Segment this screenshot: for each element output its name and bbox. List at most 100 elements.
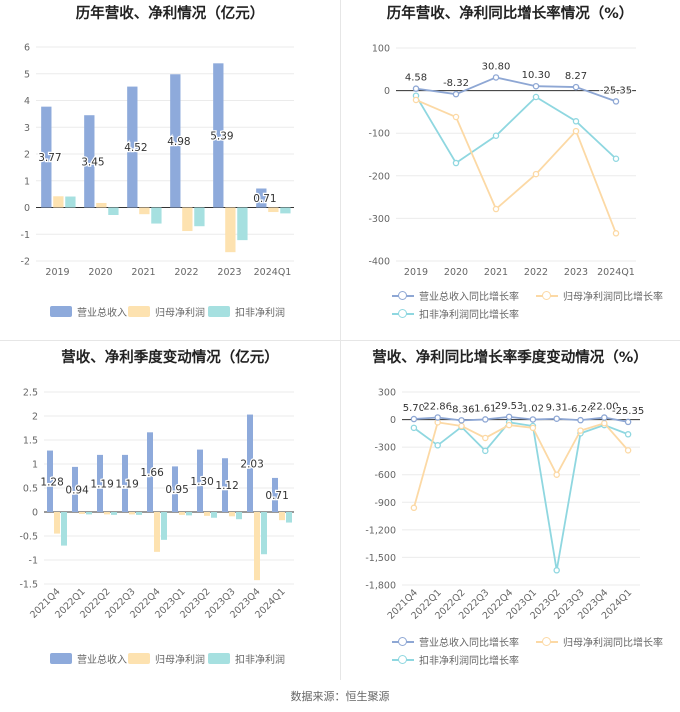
y-tick-label: -300	[374, 443, 396, 454]
chart-title: 营收、净利同比增长率季度变动情况（%）	[372, 350, 648, 366]
deducted-profit-swatch	[208, 306, 230, 317]
series-line	[415, 99, 617, 234]
y-tick-label: 100	[372, 44, 390, 55]
data-point	[412, 85, 420, 92]
y-tick-label: 4	[24, 96, 30, 107]
bar	[280, 207, 291, 214]
data-point	[529, 416, 537, 423]
data-label: 1.19	[90, 478, 113, 490]
bar	[268, 207, 279, 213]
data-label: -25.35	[612, 406, 644, 417]
data-point	[505, 421, 513, 429]
data-point	[482, 416, 489, 423]
legend-net-profit-growth[interactable]: 归母净利润同比增长率	[536, 288, 663, 303]
data-label: 1.28	[40, 476, 63, 488]
data-label: -8.32	[443, 78, 469, 89]
data-point	[572, 127, 580, 135]
y-tick-label: -900	[374, 498, 396, 509]
y-tick-label: 2	[32, 412, 38, 423]
legend-label: 扣非净利润	[235, 308, 285, 319]
data-point	[532, 93, 540, 101]
legend-deducted-profit[interactable]: 扣非净利润	[208, 651, 285, 666]
legend-deducted-profit[interactable]: 扣非净利润	[208, 304, 285, 319]
bar	[229, 512, 235, 517]
bar	[104, 512, 110, 515]
data-label: 22.86	[423, 401, 452, 412]
data-point	[492, 205, 500, 213]
data-point	[572, 118, 580, 125]
series-line	[415, 95, 617, 165]
y-tick-label: 2	[24, 150, 30, 161]
bar	[147, 432, 153, 512]
bar	[237, 207, 248, 241]
legend-net-profit-growth[interactable]: 归母净利润同比增长率	[536, 634, 663, 649]
bar	[122, 454, 128, 512]
bar	[47, 450, 53, 512]
x-tick-label: 2020	[88, 267, 112, 278]
legend-revenue[interactable]: 营业总收入	[50, 651, 127, 666]
bar	[186, 512, 192, 516]
data-point	[452, 90, 460, 98]
revenue-growth-swatch	[392, 636, 414, 648]
data-point	[434, 414, 441, 421]
data-label: 1.61	[474, 403, 496, 414]
net-profit-swatch	[128, 306, 150, 317]
y-tick-label: 300	[378, 388, 396, 399]
bar	[272, 477, 278, 512]
bar	[108, 207, 119, 215]
legend-revenue-growth[interactable]: 营业总收入同比增长率	[392, 288, 519, 303]
data-source-note: 数据来源：恒生聚源	[290, 690, 390, 703]
y-tick-label: -200	[368, 171, 390, 182]
data-point	[410, 415, 418, 423]
legend-deducted-profit-growth[interactable]: 扣非净利润同比增长率	[392, 306, 519, 321]
x-tick-label: 2023	[564, 267, 588, 278]
data-point	[553, 567, 560, 574]
bar	[61, 512, 67, 546]
legend-deducted-profit-growth[interactable]: 扣非净利润同比增长率	[392, 652, 519, 667]
y-tick-label: -1	[21, 230, 30, 241]
legend-net-profit[interactable]: 归母净利润	[128, 651, 205, 666]
bar	[127, 86, 138, 208]
deducted-profit-swatch	[208, 653, 230, 664]
series-line	[413, 421, 629, 571]
chart-legend: 营业总收入 归母净利润 扣非净利润	[0, 648, 340, 668]
bar	[53, 196, 64, 208]
data-point	[532, 82, 540, 90]
bar	[204, 512, 210, 516]
x-tick-label: 2021	[131, 267, 155, 278]
legend-revenue[interactable]: 营业总收入	[50, 304, 127, 319]
legend-label: 归母净利润	[155, 308, 205, 319]
y-tick-label: -1	[29, 556, 38, 567]
data-label: 1.02	[522, 403, 544, 414]
x-tick-label: 2024Q1	[254, 267, 292, 278]
bar	[170, 74, 181, 208]
y-tick-label: -0.5	[19, 532, 38, 543]
chart-legend: 营业总收入 归母净利润 扣非净利润	[0, 300, 340, 320]
series-line	[413, 415, 629, 423]
bar	[256, 188, 267, 208]
bar	[261, 512, 267, 555]
bar	[161, 512, 167, 540]
data-point	[410, 504, 418, 512]
data-point	[410, 424, 418, 432]
y-tick-label: 0	[32, 508, 38, 519]
legend-revenue-growth[interactable]: 营业总收入同比增长率	[392, 634, 519, 649]
data-label: 5.70	[403, 403, 425, 414]
data-label: 22.00	[590, 402, 619, 413]
data-point	[482, 447, 489, 455]
data-point	[492, 132, 500, 140]
bar	[172, 466, 178, 512]
legend-label: 扣非净利润	[235, 655, 285, 666]
quarterly-growth-chart: 3000-300-600-900-1,200-1,500-1,8002021Q4…	[365, 388, 645, 622]
data-label: 29.53	[495, 401, 524, 412]
bar	[136, 512, 142, 515]
x-tick-label: 2023	[217, 267, 241, 278]
series-line	[415, 76, 617, 103]
bar	[72, 466, 78, 512]
bar	[97, 454, 103, 512]
legend-net-profit[interactable]: 归母净利润	[128, 304, 205, 319]
data-label: 1.12	[215, 480, 238, 492]
quarterly-chart-panel: 营收、净利季度变动情况（亿元） 2.5 2 1.5 1 0.5 0 -0.5 -1 -1.5 20…	[0, 340, 340, 680]
annual-revenue-profit-chart: 6 5 4 3 2 1 0 -1 -2 2019 2020 2021 2022 2023 2024Q1 3.7…	[21, 43, 294, 278]
data-point	[601, 414, 608, 421]
